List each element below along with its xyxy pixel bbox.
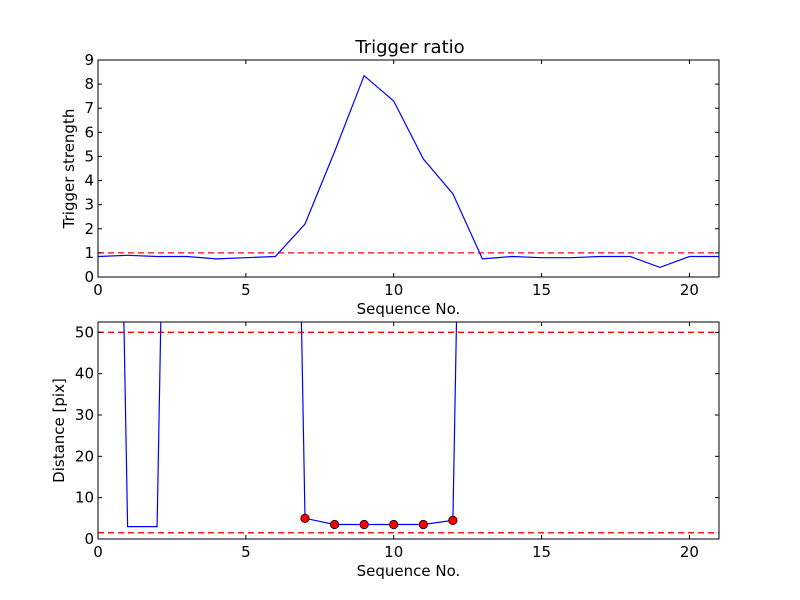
distance-marker-point [359,519,369,530]
trigger-y-tick-label: 7 [84,99,94,117]
trigger-y-tick-label: 9 [84,51,94,69]
chart-title: Trigger ratio [354,37,464,58]
trigger-x-axis-label: Sequence No. [357,300,461,318]
distance-marker-point [418,519,428,530]
trigger-x-tick-label: 15 [532,281,551,299]
distance-x-tick-label: 20 [680,543,699,561]
distance-x-tick-label: 5 [241,543,251,561]
trigger-y-tick-label: 1 [84,244,94,262]
trigger-x-tick-label: 0 [93,281,103,299]
trigger-x-tick-label: 10 [384,281,403,299]
trigger-x-tick-label: 5 [241,281,251,299]
distance-y-tick-label: 10 [75,489,94,507]
trigger-x-tick-label: 20 [680,281,699,299]
trigger-series-line [98,74,719,269]
distance-y-tick-label: 40 [75,365,94,383]
trigger-y-tick-label: 5 [84,147,94,165]
trigger-y-tick-label: 2 [84,220,94,238]
trigger-y-tick-label: 6 [84,123,94,141]
distance-y-tick-label: 30 [75,406,94,424]
trigger-y-axis-label: Trigger strength [60,109,78,230]
distance-y-tick-label: 50 [75,323,94,341]
distance-marker-point [448,515,458,526]
trigger-y-tick-label: 8 [84,75,94,93]
trigger-y-tick-label: 3 [84,196,94,214]
trigger-axes-frame [97,59,720,278]
distance-marker-point [300,513,310,523]
trigger-y-tick-label: 0 [84,268,94,286]
trigger-y-tick-label: 4 [84,172,94,190]
distance-marker-point [389,519,399,530]
distance-x-tick-label: 15 [532,543,551,561]
trigger-ratio-panel: 0 5 10 15 20 0 1 2 3 4 5 6 7 8 9 Sequence No. Trigger st… [60,51,720,318]
distance-marker-point [329,519,340,530]
distance-y-axis-label: Distance [pix] [50,378,68,483]
distance-x-axis-label: Sequence No. [357,562,461,580]
distance-x-tick-label: 0 [93,543,103,561]
distance-y-tick-label: 0 [84,530,94,548]
trigger-plot-area [98,74,719,269]
distance-panel: 0 5 10 15 20 0 10 20 30 40 50 Sequence No. Distance … [50,321,720,580]
distance-y-tick-label: 20 [75,447,94,465]
distance-axes-frame [97,321,720,540]
distance-plot-area [98,322,719,534]
distance-x-tick-label: 10 [384,543,403,561]
distance-series-line [123,322,458,528]
